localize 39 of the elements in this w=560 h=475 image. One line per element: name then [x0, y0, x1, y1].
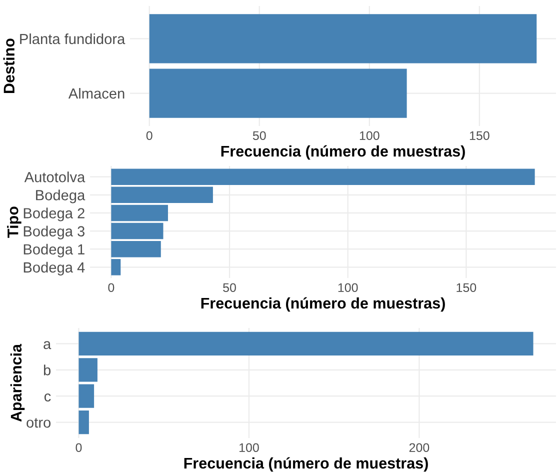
x-tick-label: 0	[76, 443, 82, 452]
x-tick-label: 200	[409, 443, 430, 452]
y-tick-label: a	[44, 341, 52, 350]
bar	[111, 222, 164, 240]
y-tick-label: otro	[26, 418, 51, 428]
bar	[78, 332, 534, 356]
y-axis-title: Apariencia	[10, 344, 25, 422]
x-tick-label: 100	[239, 443, 259, 452]
y-tick-label: Almacen	[68, 88, 124, 99]
bar	[78, 410, 89, 434]
y-tick-label: Bodega 2	[24, 208, 84, 222]
x-tick-label: 100	[338, 283, 358, 292]
x-tick-label: 0	[108, 283, 114, 292]
bar	[78, 358, 98, 382]
x-axis-title: Frecuencia (número de muestras)	[221, 145, 465, 160]
x-tick-label: 150	[470, 131, 490, 140]
y-tick-label: Bodega	[36, 190, 86, 204]
y-axis-title: Tipo	[7, 206, 22, 238]
bar	[111, 240, 161, 258]
x-tick-label: 100	[360, 131, 380, 140]
x-tick-label: 150	[456, 283, 476, 292]
x-tick-label: 50	[252, 131, 266, 140]
bar	[111, 204, 168, 222]
y-axis-title: Destino	[3, 38, 15, 93]
bar	[111, 186, 213, 204]
y-tick-label: b	[44, 364, 51, 376]
x-axis-title: Frecuencia (número de muestras)	[201, 297, 445, 312]
x-tick-label: 0	[146, 131, 152, 140]
y-tick-label: Bodega 1	[24, 244, 84, 258]
bar	[111, 259, 121, 276]
bar	[78, 384, 94, 408]
x-tick-label: 50	[223, 283, 236, 292]
bar	[111, 168, 535, 185]
y-tick-label: Planta fundidora	[20, 33, 126, 44]
y-tick-label: Bodega 3	[24, 226, 85, 240]
y-tick-label: Bodega 4	[24, 262, 85, 276]
x-axis-title: Frecuencia (número de muestras)	[184, 457, 428, 472]
y-tick-label: Autotolva	[24, 172, 86, 182]
y-tick-label: c	[44, 394, 51, 402]
